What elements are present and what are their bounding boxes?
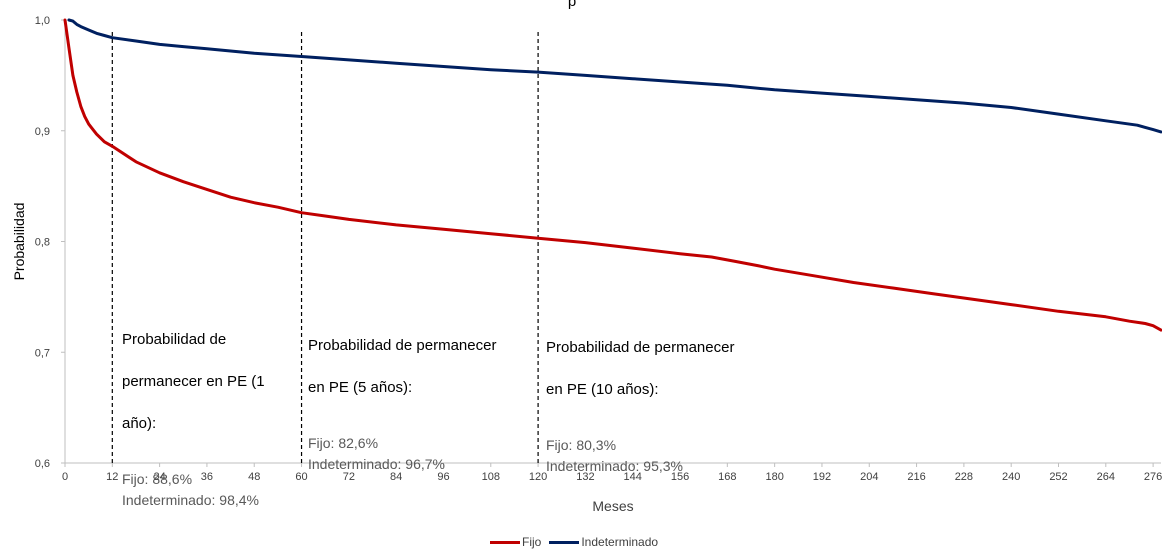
- x-tick-label: 204: [860, 471, 878, 483]
- x-tick-label: 0: [62, 471, 68, 483]
- annotation-10-years: Probabilidad de permanecer en PE (10 año…: [546, 316, 734, 477]
- annotation-5-years-values: Fijo: 82,6% Indeterminado: 96,7%: [308, 433, 496, 475]
- x-tick-label: 48: [248, 471, 260, 483]
- annotation-5-years-heading-line: Probabilidad de permanecer: [308, 337, 497, 354]
- x-tick-label: 120: [529, 471, 547, 483]
- x-axis-title: Meses: [592, 498, 633, 514]
- annotation-10-years-heading: Probabilidad de permanecer en PE (10 año…: [546, 316, 734, 421]
- annotation-5-years-heading-line: en PE (5 años):: [308, 379, 413, 396]
- annotation-5-years-fijo: Fijo: 82,6%: [308, 435, 379, 451]
- legend-swatch-fijo: [490, 540, 520, 544]
- x-tick-label: 132: [576, 471, 594, 483]
- y-tick-label: 0,6: [35, 458, 50, 470]
- x-tick-label: 12: [106, 471, 118, 483]
- annotation-1-year-heading-line: permanecer en PE (1: [122, 373, 265, 390]
- annotation-1-year-heading: Probabilidad de permanecer en PE (1 año)…: [122, 308, 265, 455]
- x-tick-label: 156: [671, 471, 689, 483]
- y-tick-label: 0,8: [35, 237, 50, 249]
- annotation-1-year: Probabilidad de permanecer en PE (1 año)…: [122, 308, 265, 511]
- y-tick-label: 1,0: [35, 15, 50, 27]
- x-tick-label: 240: [1002, 471, 1020, 483]
- legend-label-indeterminado: Indeterminado: [581, 535, 659, 549]
- annotation-10-years-heading-line: en PE (10 años):: [546, 381, 659, 398]
- chart-legend: Fijo Indeterminado: [490, 535, 666, 549]
- y-tick-label: 0,9: [35, 126, 50, 138]
- x-tick-label: 108: [482, 471, 500, 483]
- annotation-10-years-heading-line: Probabilidad de permanecer: [546, 339, 735, 356]
- y-axis-title: Probabilidad: [11, 203, 27, 281]
- annotation-10-years-fijo: Fijo: 80,3%: [546, 437, 617, 453]
- annotation-5-years-heading: Probabilidad de permanecer en PE (5 años…: [308, 314, 496, 419]
- legend-item-fijo: Fijo: [490, 535, 541, 549]
- annotation-5-years: Probabilidad de permanecer en PE (5 años…: [308, 314, 496, 475]
- annotation-1-year-heading-line: año):: [122, 415, 157, 432]
- x-tick-label: 216: [907, 471, 925, 483]
- chart-title-partial: p: [568, 0, 576, 10]
- annotation-1-year-values: Fijo: 88,6% Indeterminado: 98,4%: [122, 469, 265, 511]
- x-tick-label: 36: [201, 471, 213, 483]
- x-tick-label: 252: [1049, 471, 1067, 483]
- annotation-5-years-indeterminado: Indeterminado: 96,7%: [308, 456, 445, 472]
- series-line-fijo: [63, 18, 1162, 332]
- x-tick-label: 228: [955, 471, 973, 483]
- legend-swatch-indeterminado: [549, 540, 580, 544]
- annotation-10-years-indeterminado: Indeterminado: 95,3%: [546, 458, 683, 474]
- x-tick-label: 264: [1097, 471, 1115, 483]
- annotation-10-years-values: Fijo: 80,3% Indeterminado: 95,3%: [546, 435, 734, 477]
- legend-label-fijo: Fijo: [522, 535, 542, 549]
- legend-item-indeterminado: Indeterminado: [549, 535, 658, 549]
- annotation-1-year-heading-line: Probabilidad de: [122, 331, 227, 348]
- annotation-1-year-indeterminado: Indeterminado: 98,4%: [122, 492, 259, 508]
- x-tick-label: 24: [153, 471, 165, 483]
- annotation-1-year-fijo: Fijo: 88,6%: [122, 471, 193, 487]
- y-tick-label: 0,7: [35, 347, 50, 359]
- x-tick-label: 276: [1144, 471, 1162, 483]
- x-tick-label: 168: [718, 471, 736, 483]
- x-tick-label: 84: [390, 471, 402, 483]
- series-line-indeterminado: [67, 18, 1162, 134]
- x-tick-label: 72: [343, 471, 355, 483]
- x-tick-label: 180: [765, 471, 783, 483]
- x-tick-label: 192: [813, 471, 831, 483]
- x-tick-label: 144: [624, 471, 642, 483]
- x-tick-label: 96: [437, 471, 449, 483]
- x-tick-label: 60: [295, 471, 307, 483]
